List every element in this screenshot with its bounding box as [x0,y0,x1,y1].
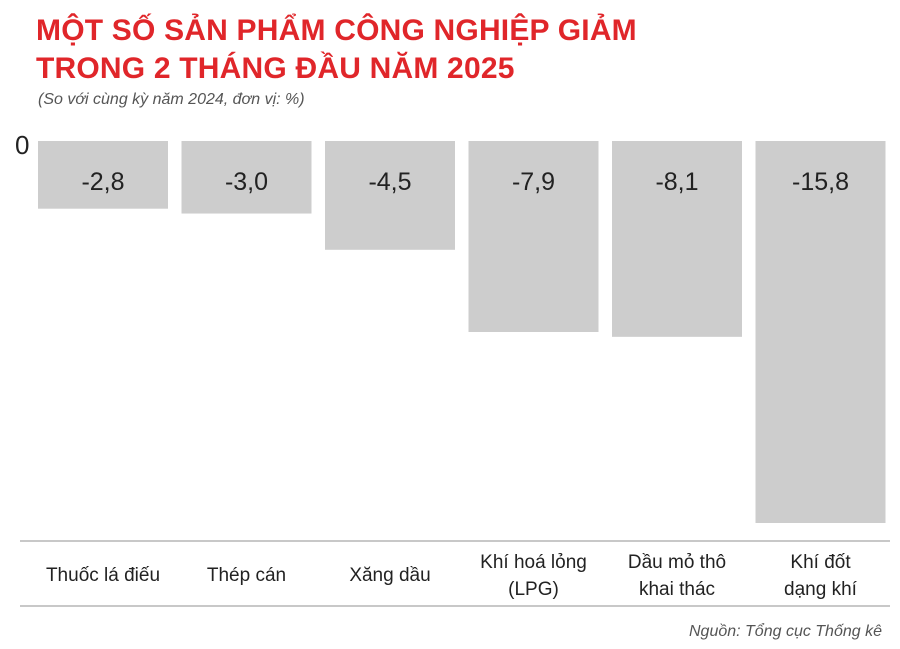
chart-title: MỘT SỐ SẢN PHẨM CÔNG NGHIỆP GIẢM TRONG 2… [36,12,876,88]
category-label: dạng khí [784,579,858,600]
bar [38,141,168,209]
category-label: Khí đốt [790,552,851,573]
category-label: Khí hoá lỏng [480,552,587,573]
bar-value-label: -4,5 [368,168,411,196]
bar-value-label: -7,9 [512,168,555,196]
bar-value-label: -3,0 [225,168,268,196]
bar [612,141,742,337]
bar [325,141,455,250]
category-label: Xăng dầu [349,565,430,586]
bar-value-label: -15,8 [792,168,849,196]
bar-value-label: -8,1 [655,168,698,196]
bar-value-label: -2,8 [81,168,124,196]
zero-tick-label: 0 [15,130,29,160]
category-label: Dầu mỏ thô [628,552,726,573]
category-label: Thuốc lá điếu [46,565,160,586]
chart-title-line-2: TRONG 2 THÁNG ĐẦU NĂM 2025 [36,52,515,85]
chart-subtitle: (So với cùng kỳ năm 2024, đơn vị: %) [38,91,305,108]
category-label: (LPG) [508,579,559,600]
bar [755,141,886,523]
source-note: Nguồn: Tổng cục Thống kê [688,623,882,640]
bar [468,141,599,332]
category-label: khai thác [639,579,715,600]
category-label: Thép cán [207,565,286,586]
bar [181,141,312,214]
chart-title-line-1: MỘT SỐ SẢN PHẨM CÔNG NGHIỆP GIẢM [36,14,637,47]
